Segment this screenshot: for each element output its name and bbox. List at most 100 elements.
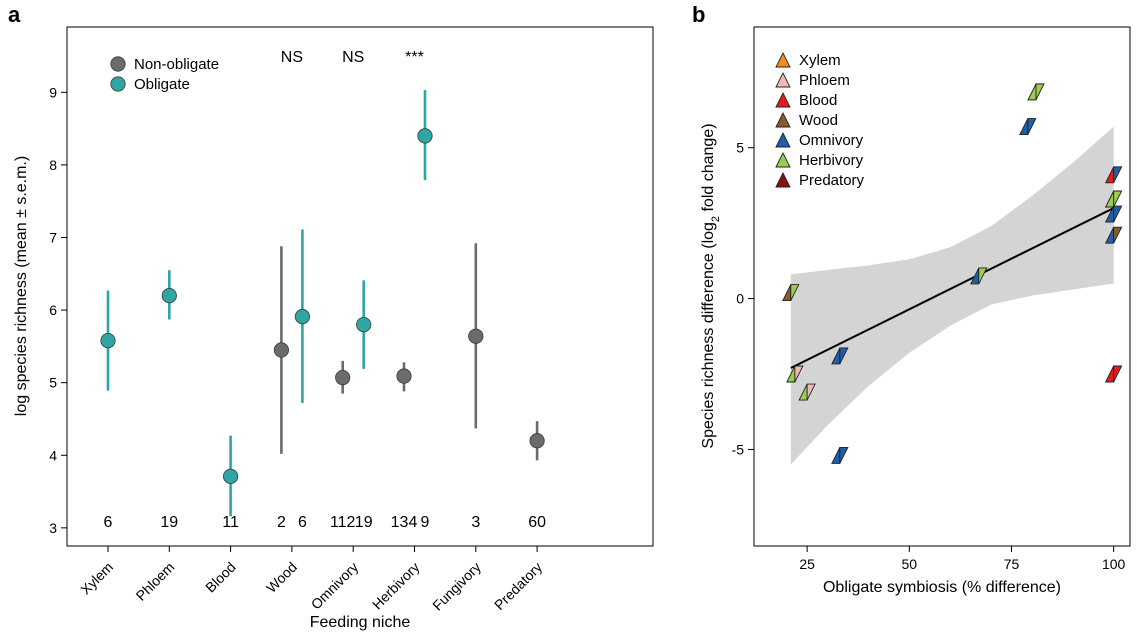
count-non-obligate-herbivory: 134 (391, 514, 418, 531)
data-point-5 (970, 267, 988, 285)
panel-a-xtick-label-4: Omnivory (308, 559, 362, 613)
data-point-12 (1104, 365, 1123, 383)
panel-b-ytick-label-0: -5 (732, 441, 745, 457)
legend-label-xylem: Xylem (799, 52, 841, 69)
panel-a-frame (66, 26, 654, 547)
data-point-6 (1019, 118, 1037, 136)
panel-a-xtick-label-0: Xylem (77, 559, 116, 598)
legend-marker-obligate (110, 76, 126, 92)
data-point-8 (1104, 166, 1123, 184)
data-point-9 (1104, 190, 1123, 208)
count-non-obligate-omnivory: 112 (330, 514, 356, 531)
point-non-obligate-fungivory (468, 328, 484, 344)
count-non-obligate-predatory: 60 (528, 514, 546, 531)
count-non-obligate-fungivory: 3 (471, 514, 480, 531)
point-obligate-omnivory (356, 317, 372, 333)
panel-b-xlabel: Obligate symbiosis (% difference) (823, 579, 1061, 596)
panel-a-xtick-label-1: Phloem (133, 559, 178, 604)
panel-a-ylabel: log species richness (mean ± s.e.m.) (13, 156, 30, 416)
panel-a-ytick-label-1: 4 (49, 447, 57, 463)
panel-b-xtick-label-3: 100 (1102, 556, 1126, 572)
point-non-obligate-herbivory (396, 368, 412, 384)
panel-b-xtick-label-1: 50 (902, 556, 918, 572)
panel-b-frame (753, 26, 1131, 547)
point-obligate-herbivory (417, 128, 433, 144)
panel-b-x-axis: 25 50 75 100 (799, 546, 1126, 572)
data-point-4 (831, 447, 849, 464)
count-obligate-xylem: 6 (104, 514, 113, 531)
legend-marker-wood (775, 111, 791, 128)
panel-b-letter: b (692, 2, 705, 27)
panel-b-ylabel-sub: 2 (710, 216, 722, 222)
panel-b-marks (782, 83, 1123, 464)
panel-b-legend: Xylem Phloem Blood Wood Omnivory Herbivory Pre… (775, 51, 865, 189)
point-obligate-xylem (100, 332, 116, 349)
panel-b-ylabel-main: Species richness difference (log (700, 222, 717, 449)
count-non-obligate-wood: 2 (277, 514, 286, 531)
count-obligate-herbivory: 9 (421, 514, 430, 531)
legend-marker-xylem (775, 51, 791, 68)
panel-a-ytick-label-5: 8 (49, 157, 57, 173)
panel-a-xtick-label-7: Predatory (491, 559, 545, 613)
data-point-11 (1104, 226, 1123, 244)
point-obligate-wood (294, 309, 310, 325)
point-obligate-phloem (161, 287, 177, 304)
legend-marker-blood (775, 91, 791, 108)
legend-marker-predatory (775, 171, 791, 188)
panel-a-x-axis: Xylem Phloem Blood Wood Omnivory Herbivory Fun… (77, 546, 545, 614)
legend-label-herbivory: Herbivory (799, 152, 864, 169)
data-point-10 (1104, 205, 1123, 223)
panel-b-confidence-band (790, 126, 1114, 465)
significance-wood: NS (281, 49, 303, 66)
data-point-1 (786, 365, 804, 383)
count-obligate-blood: 11 (222, 514, 239, 531)
panel-b-xtick-label-0: 25 (799, 556, 815, 572)
panel-a-ytick-label-3: 6 (49, 302, 57, 318)
legend-label-wood: Wood (799, 112, 838, 129)
panel-a-xtick-label-2: Blood (202, 559, 239, 596)
count-obligate-phloem: 19 (160, 514, 178, 531)
legend-label-non-obligate: Non-obligate (134, 56, 219, 73)
legend-marker-phloem (775, 71, 791, 88)
data-point-2 (798, 383, 816, 401)
significance-omnivory: NS (342, 49, 364, 66)
panel-b-ytick-label-2: 5 (736, 140, 744, 156)
confidence-band-area (790, 126, 1114, 465)
panel-a-xtick-label-6: Fungivory (429, 559, 484, 614)
legend-marker-omnivory (775, 131, 791, 148)
regression-line (790, 207, 1115, 369)
panel-b-y-axis: -5 0 5 (732, 140, 754, 457)
panel-a-legend: Non-obligate Obligate (110, 56, 219, 93)
data-point-3 (831, 347, 849, 365)
legend-label-phloem: Phloem (799, 72, 850, 89)
legend-label-omnivory: Omnivory (799, 132, 864, 149)
panel-a-xtick-label-3: Wood (263, 559, 300, 596)
panel-a-ytick-label-6: 9 (49, 84, 57, 100)
legend-marker-herbivory (775, 151, 791, 168)
significance-herbivory: *** (405, 49, 424, 66)
point-non-obligate-wood (273, 342, 289, 358)
count-obligate-omnivory: 19 (355, 514, 373, 531)
panel-a-xtick-label-5: Herbivory (369, 559, 423, 613)
data-point-0 (782, 284, 800, 301)
point-obligate-blood (223, 468, 239, 484)
data-point-7 (1027, 83, 1045, 101)
panel-b-xtick-label-2: 75 (1004, 556, 1020, 572)
panel-a-y-axis: 3 4 5 6 7 8 9 (49, 84, 67, 536)
legend-label-predatory: Predatory (799, 172, 865, 189)
point-non-obligate-predatory (529, 433, 545, 449)
panel-a-ytick-label-0: 3 (49, 520, 57, 536)
legend-marker-non-obligate (110, 56, 126, 72)
panel-a-ytick-label-4: 7 (49, 230, 57, 246)
panel-a-xlabel: Feeding niche (310, 614, 411, 631)
legend-label-obligate: Obligate (134, 76, 190, 93)
panel-a-letter: a (8, 2, 21, 27)
panel-b-ylabel-end: fold change) (700, 123, 717, 216)
legend-label-blood: Blood (799, 92, 837, 109)
count-obligate-wood: 6 (298, 514, 307, 531)
panel-a-marks: 2 112 134 3 60 6 19 11 6 19 9 NS NS *** (100, 49, 546, 531)
point-non-obligate-omnivory (335, 369, 351, 386)
panel-b-ylabel: Species richness difference (log2 fold c… (700, 123, 722, 448)
panel-a-ytick-label-2: 5 (49, 375, 57, 391)
